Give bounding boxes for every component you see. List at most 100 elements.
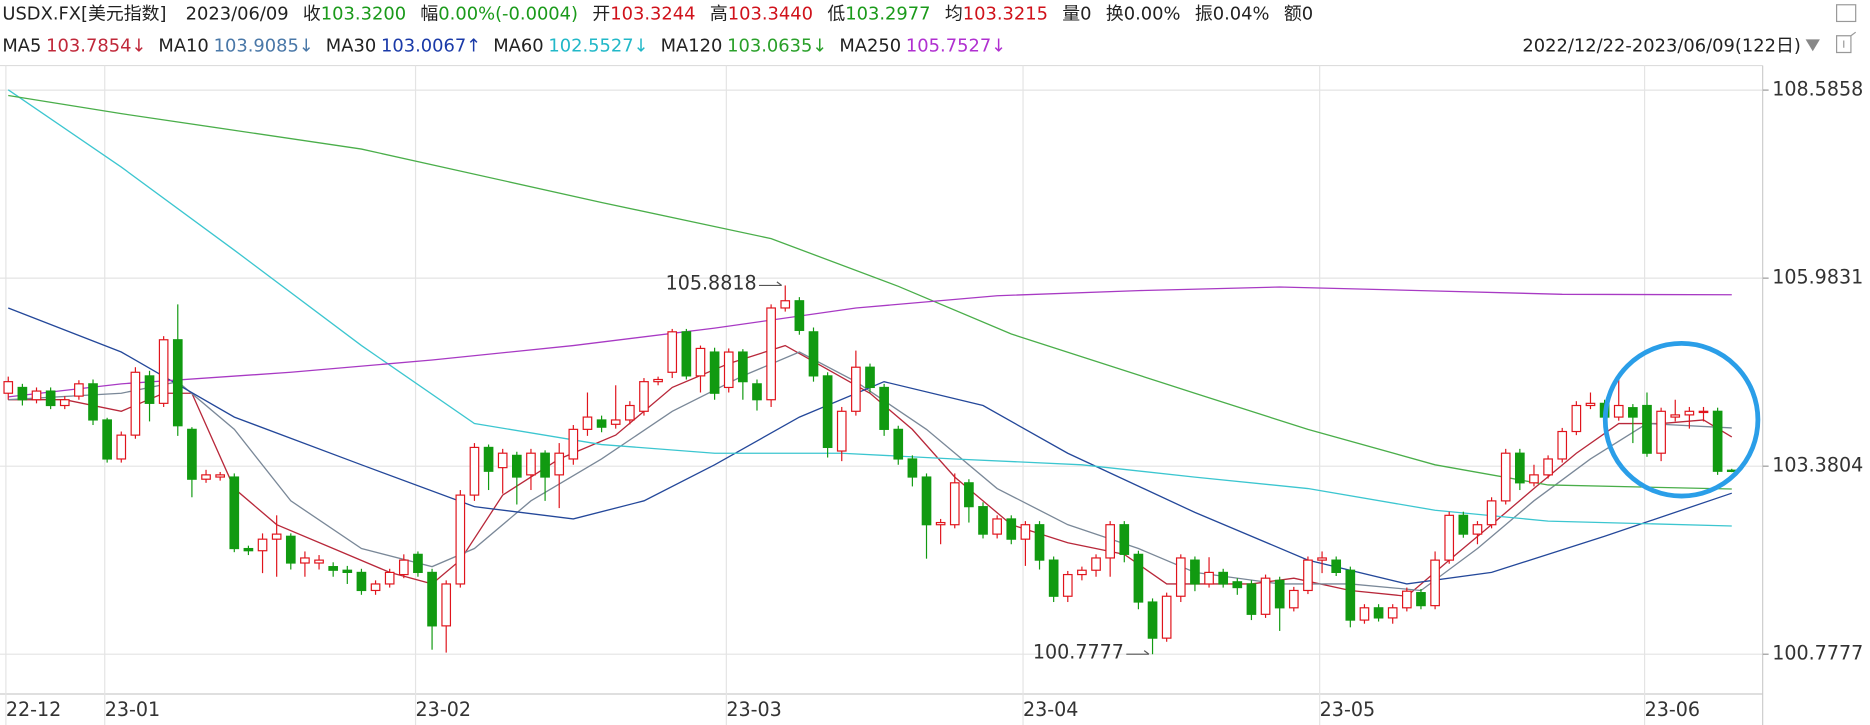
candle-body [1458, 514, 1469, 535]
legend-name: MA60 [493, 36, 543, 57]
header-label: 高 [710, 3, 728, 24]
candle-body [1416, 592, 1426, 607]
candle-body [596, 419, 607, 428]
candle-body [1020, 524, 1031, 540]
candle-body [314, 559, 324, 564]
y-tick-label: 100.7777 [1772, 643, 1863, 665]
candle-body [31, 390, 42, 401]
candle-body [836, 410, 847, 452]
candle-body [851, 366, 861, 412]
candle-body [964, 482, 974, 508]
header-value: 103.2977 [845, 3, 930, 24]
legend-name: MA30 [326, 36, 376, 57]
x-tick-label: 23-01 [105, 699, 160, 721]
candle-body [483, 446, 494, 472]
header-value: 0.04% [1213, 3, 1270, 24]
candle-body [427, 571, 437, 627]
candle-body [3, 381, 14, 394]
candle-body [74, 383, 84, 397]
legend-value: 103.0635↓ [727, 36, 827, 57]
candle-body [1557, 430, 1568, 460]
x-tick-label: 23-03 [726, 699, 781, 721]
candle-body [822, 375, 833, 449]
candle-body [59, 399, 70, 407]
candle-body [540, 452, 550, 478]
window-icon[interactable] [1836, 4, 1857, 23]
candle-body [271, 533, 282, 540]
x-tick-label: 23-06 [1645, 699, 1700, 721]
candle-body [285, 535, 296, 564]
candle-body [1218, 571, 1229, 585]
candle-body [1147, 601, 1158, 639]
legend-name: MA120 [661, 36, 723, 57]
candle-body [1062, 573, 1073, 597]
candle-body [1077, 569, 1087, 576]
candle-body [709, 351, 720, 394]
candle-body [766, 307, 776, 401]
candle-body [1571, 404, 1582, 433]
candle-body [469, 446, 480, 496]
candle-body [1656, 410, 1666, 454]
candle-body [1034, 524, 1045, 561]
lock-icon[interactable] [1836, 31, 1857, 54]
candle-body [187, 428, 197, 480]
candle-body [681, 331, 692, 377]
labels: 108.5858 105.9831 103.3804 100.7777 22-12 23-… [6, 79, 1863, 722]
legend-name: MA250 [839, 36, 901, 57]
candle-body [1119, 524, 1130, 555]
y-tick-label: 108.5858 [1772, 79, 1863, 101]
candle-body [172, 339, 183, 427]
candle-body [526, 452, 536, 476]
candle-body [1317, 557, 1327, 561]
legend-value: 103.7854↓ [46, 36, 146, 57]
x-tick-label: 23-04 [1023, 699, 1078, 721]
candle-body [695, 347, 706, 377]
candle-body [342, 569, 353, 573]
candle-body [935, 521, 946, 526]
dropdown-icon[interactable] [1805, 39, 1820, 52]
header-label: 额 [1284, 3, 1302, 24]
candle-body [780, 300, 791, 309]
candle-body [893, 428, 904, 460]
header-value: 0.00%(-0.0004) [438, 3, 578, 24]
x-tick-label: 23-05 [1320, 699, 1375, 721]
candle-body [384, 571, 395, 585]
candle-body [1628, 407, 1638, 418]
candle-body [639, 381, 649, 412]
extreme-label: 100.7777 [1033, 642, 1124, 664]
ma-line [8, 286, 1732, 398]
candle-body [130, 371, 141, 436]
header-row: USDX.FX[美元指数] 2023/06/09 收103.3200 幅0.00%(-… [2, 3, 1313, 24]
candle-body [992, 518, 1002, 535]
candles [3, 285, 1737, 655]
candle-body [667, 331, 678, 373]
extreme-label: 105.8818 [666, 273, 757, 295]
candle-body [921, 476, 932, 526]
candle-body [215, 474, 225, 478]
range-label[interactable]: 2022/12/22-2023/06/09(122日) [1522, 36, 1800, 57]
candle-body [1642, 404, 1652, 454]
candle-body [978, 506, 988, 535]
header-label: 均 [945, 3, 963, 24]
candle-body [1175, 557, 1186, 597]
legend-value: 103.0067↑ [381, 36, 481, 57]
candle-body [949, 482, 960, 526]
header-label: 量 [1062, 3, 1080, 24]
annotation-leader [1126, 650, 1150, 655]
candle-body [1091, 557, 1101, 571]
candle-body [582, 416, 593, 430]
candle-body [497, 452, 508, 469]
candle-body [1670, 414, 1681, 418]
candle-body [1359, 607, 1370, 621]
candle-body [738, 351, 748, 383]
candle-body [102, 419, 112, 460]
grid [0, 65, 1763, 725]
header-label: 换 [1106, 3, 1124, 24]
legend-value: 105.7527↓ [906, 36, 1006, 57]
header-value: 0 [1080, 3, 1091, 24]
header-value: 103.3200 [321, 3, 406, 24]
candle-body [257, 538, 268, 552]
header-value: 103.3215 [963, 3, 1048, 24]
